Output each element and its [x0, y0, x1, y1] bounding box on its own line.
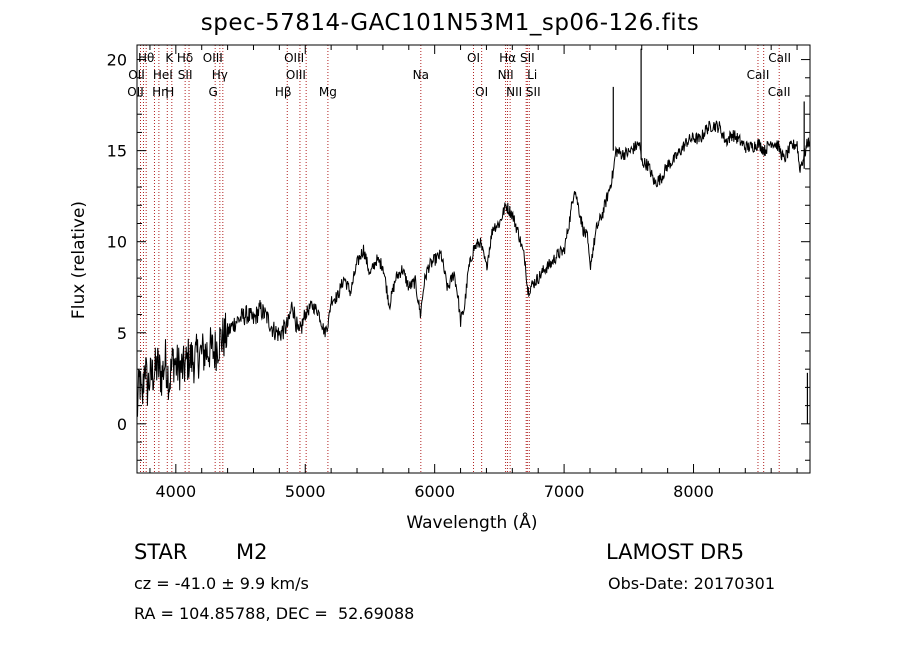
chart-title: spec-57814-GAC101N53M1_sp06-126.fits	[200, 10, 700, 36]
line-marker-label: Li	[527, 68, 537, 82]
line-marker-group	[139, 45, 780, 473]
y-tick-label: 0	[117, 415, 127, 434]
line-marker-label: CaII	[747, 68, 770, 82]
object-type-label: STAR	[134, 540, 188, 564]
line-marker-label: OI	[467, 51, 480, 65]
x-tick-label: 5000	[285, 482, 326, 501]
y-axis-label: Flux (relative)	[69, 201, 89, 319]
line-marker-label: OIII	[203, 51, 223, 65]
line-marker-label: Mg	[319, 85, 337, 99]
line-marker-label: SII	[520, 51, 535, 65]
line-marker-label: HeI	[153, 68, 173, 82]
subclass-label: M2	[236, 540, 268, 564]
line-marker-label: Hα	[499, 51, 516, 65]
line-marker-label: G	[209, 85, 218, 99]
line-marker-label: OI	[475, 85, 488, 99]
radec-label: RA = 104.85788, DEC = 52.69088	[134, 604, 415, 623]
line-marker-label: OII	[127, 85, 144, 99]
line-marker-label: H	[165, 85, 174, 99]
plot-frame	[136, 44, 811, 474]
line-marker-label: OII	[128, 68, 145, 82]
line-marker-label: CaII	[768, 85, 791, 99]
line-marker-label: CaII	[768, 51, 791, 65]
line-marker-label: Hθ	[138, 51, 154, 65]
line-marker-label: OIII	[286, 68, 306, 82]
x-tick-label: 7000	[544, 482, 585, 501]
y-tick-label: 15	[107, 142, 127, 161]
redshift-label: cz = -41.0 ± 9.9 km/s	[134, 574, 309, 593]
x-tick-label: 6000	[414, 482, 455, 501]
x-tick-label: 8000	[673, 482, 714, 501]
y-tick-label: 20	[107, 51, 127, 70]
line-marker-label: Hδ	[177, 51, 193, 65]
obs-date-label: Obs-Date: 20170301	[608, 574, 776, 593]
axes-group: 4000 5000 6000 7000 8000 0 5 10 15 20	[107, 45, 810, 501]
line-marker-label: OIII	[284, 51, 304, 65]
emission-spike-group	[612, 48, 809, 424]
line-marker-label: Hγ	[212, 68, 228, 82]
line-marker-label: K	[165, 51, 174, 65]
line-marker-label: Na	[413, 68, 429, 82]
line-marker-label: NII	[506, 85, 522, 99]
line-marker-label: SII	[526, 85, 541, 99]
line-marker-label: NII	[498, 68, 514, 82]
x-tick-label: 4000	[155, 482, 196, 501]
spectrum-line	[136, 120, 811, 417]
line-marker-label: SII	[178, 68, 193, 82]
line-label-group: OII OII Hθ Hη HeI K H SII Hδ G Hγ OIII Hβ OIII OIII Mg N…	[127, 51, 791, 99]
survey-label: LAMOST DR5	[606, 540, 745, 564]
x-axis-label: Wavelength (Å)	[406, 511, 537, 533]
y-tick-label: 10	[107, 233, 127, 252]
line-marker-label: Hη	[152, 85, 169, 99]
line-marker-label: Hβ	[275, 85, 292, 99]
y-tick-label: 5	[117, 324, 127, 343]
